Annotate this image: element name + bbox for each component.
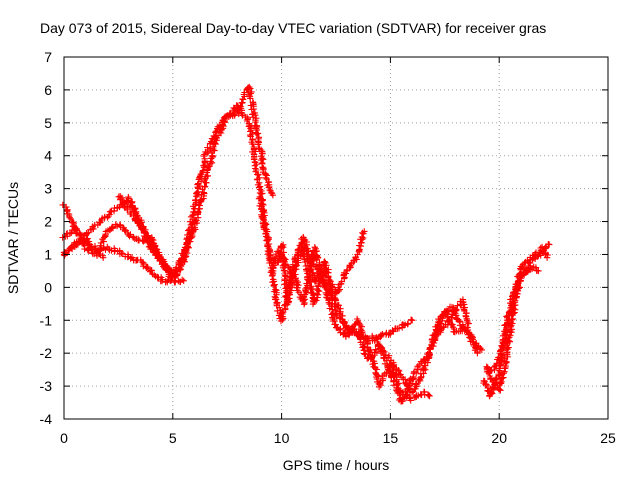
series-track-10 <box>299 234 416 344</box>
x-tick-label: 25 <box>600 430 616 446</box>
y-tick-label: 1 <box>44 246 52 262</box>
marker-path <box>255 195 433 404</box>
y-tick-label: -2 <box>40 345 53 361</box>
y-tick-label: -1 <box>40 312 53 328</box>
x-tick-label: 5 <box>169 430 177 446</box>
series-track-6 <box>125 197 187 286</box>
marker-path <box>483 243 551 375</box>
x-tick-label: 0 <box>60 430 68 446</box>
y-tick-label: -3 <box>40 378 53 394</box>
series-track-13 <box>432 296 472 341</box>
marker-path <box>369 307 481 396</box>
x-tick-label: 15 <box>383 430 399 446</box>
marker-path <box>483 263 542 394</box>
axis-ticks <box>63 56 609 420</box>
series-track-8 <box>255 195 433 404</box>
y-tick-label: 3 <box>44 181 52 197</box>
series-track-15 <box>483 263 542 394</box>
series-track-11 <box>369 307 481 396</box>
y-tick-label: 4 <box>44 148 52 164</box>
series-track-9 <box>267 245 416 405</box>
y-tick-label: 0 <box>44 279 52 295</box>
series-track-16 <box>483 243 551 375</box>
y-tick-labels: -4 -3 -2 -1 0 1 2 3 4 5 6 7 <box>40 49 53 427</box>
x-tick-label: 20 <box>491 430 507 446</box>
y-axis-label: SDTVAR / TECUs <box>5 182 21 294</box>
series-track-4 <box>61 235 107 261</box>
marker-path <box>267 245 416 405</box>
chart-title: Day 073 of 2015, Sidereal Day-to-day VTE… <box>40 20 546 36</box>
x-tick-labels: 0 5 10 15 20 25 <box>60 430 616 446</box>
x-axis-label: GPS time / hours <box>283 457 390 473</box>
marker-path <box>299 234 416 344</box>
marker-path <box>432 296 472 341</box>
y-tick-label: 5 <box>44 115 52 131</box>
plot-border <box>63 56 609 420</box>
y-tick-label: 6 <box>44 82 52 98</box>
marker-path <box>403 303 485 390</box>
marker-path <box>61 235 107 261</box>
y-tick-label: 7 <box>44 49 52 65</box>
x-tick-label: 10 <box>274 430 290 446</box>
series-track-12 <box>403 303 485 390</box>
data-markers <box>59 83 553 405</box>
y-tick-label: 2 <box>44 214 52 230</box>
marker-path <box>125 197 187 286</box>
y-tick-label: -4 <box>40 411 53 427</box>
